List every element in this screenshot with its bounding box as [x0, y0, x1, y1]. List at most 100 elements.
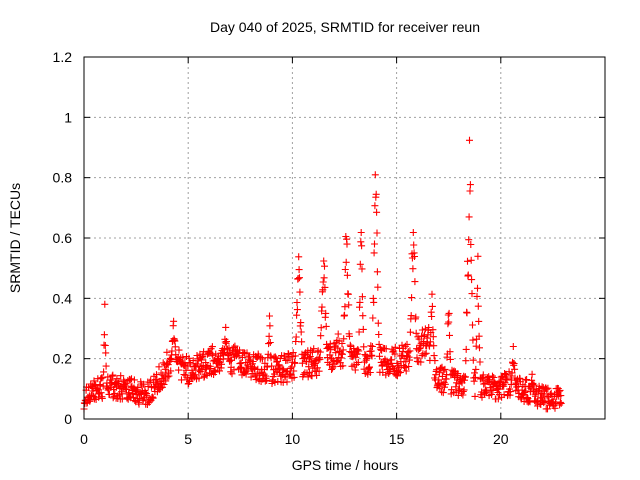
x-tick-label: 10 [285, 431, 301, 447]
data-point [315, 367, 323, 375]
data-point [489, 372, 496, 380]
data-point [370, 249, 378, 257]
data-point [283, 378, 291, 386]
data-point [475, 332, 483, 340]
data-point [371, 240, 378, 248]
data-point [474, 252, 482, 260]
data-point [271, 378, 279, 386]
data-point [185, 354, 193, 362]
data-point [219, 345, 227, 352]
data-point [313, 364, 321, 372]
data-point [500, 382, 508, 390]
data-point [182, 366, 190, 374]
data-point [265, 340, 273, 348]
x-axis-label: GPS time / hours [292, 457, 399, 473]
data-point [290, 367, 298, 375]
data-point [198, 356, 205, 364]
data-point [252, 376, 260, 384]
data-point [358, 242, 366, 250]
data-point [100, 368, 108, 376]
data-point [356, 298, 364, 306]
data-point [469, 336, 477, 344]
data-point [109, 371, 117, 379]
data-point [266, 322, 274, 330]
data-point [359, 325, 367, 333]
data-point [199, 352, 207, 360]
data-point [298, 338, 306, 346]
data-point [360, 343, 368, 351]
data-point [293, 299, 301, 306]
data-point [428, 313, 436, 320]
data-point [166, 354, 174, 362]
data-point [339, 346, 347, 354]
data-point [488, 391, 496, 398]
data-point [374, 319, 382, 327]
data-point [230, 366, 238, 374]
data-point [465, 213, 473, 221]
data-point [293, 311, 301, 319]
data-point [357, 229, 365, 236]
data-point [333, 358, 341, 366]
data-point [298, 359, 306, 367]
data-point [464, 271, 472, 279]
data-point [316, 348, 324, 356]
data-point [94, 386, 102, 394]
data-point [144, 383, 152, 391]
data-point [374, 283, 382, 291]
data-point [356, 260, 364, 268]
data-point [515, 389, 523, 397]
data-point [373, 208, 381, 216]
data-point [321, 262, 328, 270]
data-point [376, 352, 383, 360]
data-point [263, 376, 271, 384]
data-point [327, 346, 335, 354]
data-point [171, 343, 179, 351]
data-point [444, 311, 452, 319]
data-point [529, 379, 537, 387]
data-point [433, 366, 441, 374]
data-point [305, 363, 313, 371]
data-point [334, 344, 342, 352]
data-point [470, 377, 478, 385]
data-point [354, 346, 362, 353]
data-point [249, 358, 257, 365]
data-point [403, 340, 411, 348]
data-point [422, 349, 430, 357]
data-point [431, 374, 438, 382]
data-point [429, 333, 437, 341]
data-point [294, 275, 302, 282]
data-point [316, 355, 324, 363]
data-point [544, 405, 551, 413]
data-point [469, 356, 477, 364]
data-point [208, 343, 216, 351]
data-point [445, 309, 453, 317]
data-point [322, 322, 330, 330]
data-point [354, 358, 362, 366]
data-point [305, 354, 313, 362]
data-point [472, 365, 480, 373]
data-point [228, 356, 235, 364]
data-point [313, 371, 321, 379]
data-point [118, 395, 126, 403]
data-point [417, 358, 425, 366]
data-point [391, 343, 399, 351]
data-point [436, 385, 444, 393]
data-point [155, 363, 163, 371]
data-point [320, 257, 328, 265]
data-point [478, 393, 486, 401]
data-point [175, 366, 183, 374]
data-point [216, 367, 223, 375]
data-point [257, 353, 265, 361]
data-point [363, 355, 371, 363]
data-point [343, 271, 351, 279]
data-point [359, 312, 367, 320]
data-point [98, 394, 106, 402]
data-point [281, 352, 288, 360]
data-point [306, 368, 313, 376]
y-axis-label: SRMTID / TECUs [7, 183, 23, 293]
data-point [288, 363, 296, 371]
data-point [544, 384, 552, 392]
data-point [369, 314, 377, 322]
data-point [471, 392, 479, 400]
